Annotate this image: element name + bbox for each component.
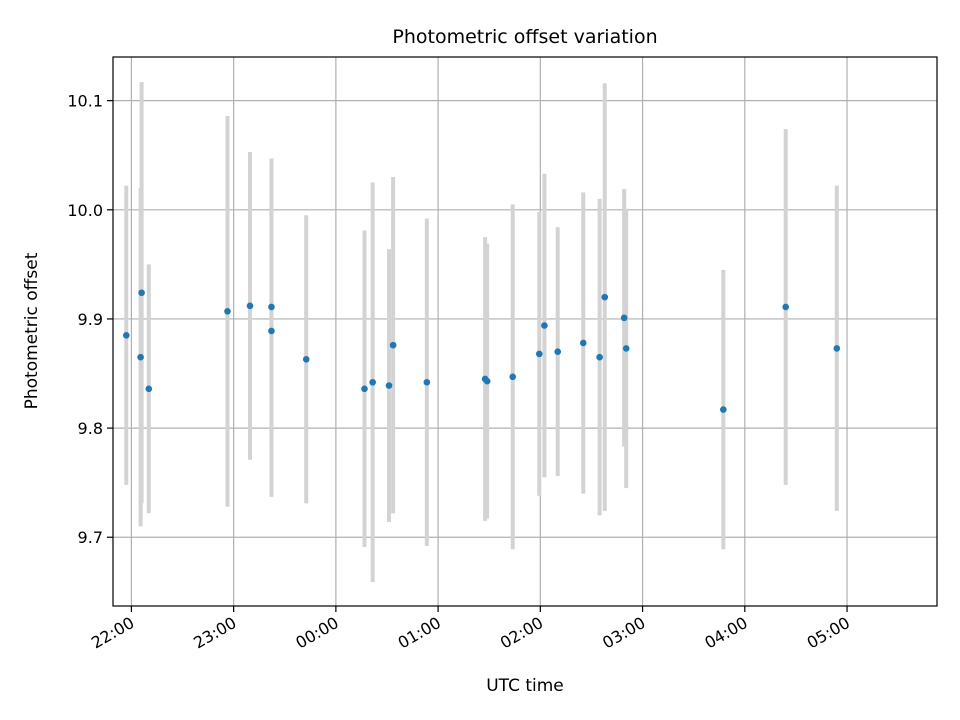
data-point — [620, 314, 628, 322]
data-point — [224, 308, 231, 315]
y-tick-label: 9.8 — [78, 419, 103, 438]
plot-frame — [112, 56, 938, 607]
y-axis-label: Photometric offset — [22, 252, 42, 409]
data-point — [720, 406, 727, 413]
data-point — [423, 378, 431, 386]
y-tick-label: 10.1 — [67, 92, 103, 111]
data-point — [385, 382, 393, 389]
data-point — [361, 385, 368, 393]
data-point — [601, 293, 609, 301]
data-point — [782, 303, 789, 311]
data-point — [483, 377, 491, 385]
y-axis-ticks: 9.7 9.8 9.9 10.0 10.1 — [67, 92, 113, 547]
data-point — [145, 385, 153, 393]
y-tick-label: 9.9 — [78, 310, 103, 329]
data-point — [596, 353, 603, 361]
chart-title: Photometric offset variation — [392, 26, 657, 48]
y-tick-label: 10.0 — [67, 201, 103, 220]
data-point — [389, 341, 397, 349]
data-point — [509, 373, 517, 381]
y-tick-label: 9.7 — [78, 528, 103, 547]
data-point — [554, 348, 562, 355]
data-point — [579, 339, 587, 347]
data-point — [268, 327, 275, 335]
data-point — [541, 322, 548, 329]
data-point — [369, 378, 376, 386]
x-axis-label: UTC time — [486, 676, 564, 696]
data-point — [268, 303, 275, 311]
data-point — [246, 302, 254, 310]
data-point — [302, 356, 310, 363]
data-point — [122, 332, 130, 339]
data-point — [138, 289, 145, 297]
data-point — [833, 345, 841, 352]
data-points — [122, 289, 841, 413]
data-point — [536, 350, 543, 358]
data-point — [622, 345, 630, 352]
data-point — [137, 353, 144, 361]
